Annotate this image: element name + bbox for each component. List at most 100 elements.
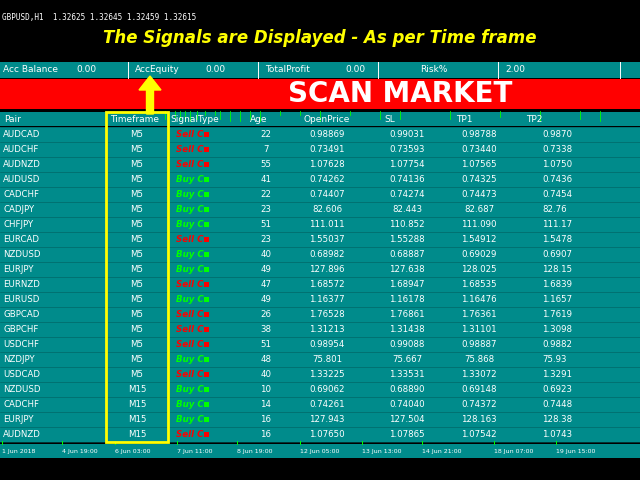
Text: M5: M5 <box>131 355 143 364</box>
Text: 1 Jun 2018: 1 Jun 2018 <box>2 448 35 454</box>
Text: 111.011: 111.011 <box>309 220 345 229</box>
Bar <box>0 444 640 458</box>
Text: 1.07565: 1.07565 <box>461 160 497 169</box>
Text: 0.9870: 0.9870 <box>542 130 572 139</box>
Text: Buy C: Buy C <box>176 355 204 364</box>
Text: NZDUSD: NZDUSD <box>3 250 40 259</box>
Text: GBPUSD,H1  1.32625 1.32645 1.32459 1.32615: GBPUSD,H1 1.32625 1.32645 1.32459 1.3261… <box>2 13 196 22</box>
Text: 0.68982: 0.68982 <box>309 250 345 259</box>
Text: 0.00: 0.00 <box>345 65 365 74</box>
Text: 1.16178: 1.16178 <box>389 295 425 304</box>
Bar <box>0 322 640 337</box>
Text: M5: M5 <box>131 340 143 349</box>
Text: 0.99088: 0.99088 <box>389 340 425 349</box>
Text: 38: 38 <box>260 325 271 334</box>
Text: 1.3291: 1.3291 <box>542 370 572 379</box>
Text: 1.0743: 1.0743 <box>542 430 572 439</box>
Text: AUDNZD: AUDNZD <box>3 430 41 439</box>
Text: 1.3098: 1.3098 <box>542 325 572 334</box>
Text: OpenPrice: OpenPrice <box>304 115 350 123</box>
Text: 1.76861: 1.76861 <box>389 310 425 319</box>
Text: 0.7436: 0.7436 <box>542 175 572 184</box>
Bar <box>204 282 209 287</box>
Text: 2.00: 2.00 <box>505 65 525 74</box>
Text: 41: 41 <box>260 175 271 184</box>
Text: Buy C: Buy C <box>176 385 204 394</box>
Bar <box>204 192 209 197</box>
Bar <box>204 342 209 347</box>
Text: 75.868: 75.868 <box>464 355 494 364</box>
Bar <box>0 367 640 382</box>
Text: 0.9882: 0.9882 <box>542 340 572 349</box>
Text: 1.07865: 1.07865 <box>389 430 425 439</box>
Text: EURJPY: EURJPY <box>3 415 33 424</box>
Bar <box>204 132 209 137</box>
Bar <box>204 147 209 152</box>
Text: 40: 40 <box>260 250 271 259</box>
Text: 48: 48 <box>260 355 271 364</box>
Text: 22: 22 <box>260 190 271 199</box>
Text: M15: M15 <box>128 385 147 394</box>
Text: Buy C: Buy C <box>176 265 204 274</box>
Text: 0.98887: 0.98887 <box>461 340 497 349</box>
Text: TotalProfit: TotalProfit <box>265 65 310 74</box>
Bar <box>204 402 209 407</box>
Text: 1.07754: 1.07754 <box>389 160 425 169</box>
Text: 6 Jun 03:00: 6 Jun 03:00 <box>115 448 150 454</box>
Text: 128.15: 128.15 <box>542 265 572 274</box>
Bar <box>0 217 640 232</box>
Text: 110.852: 110.852 <box>389 220 425 229</box>
Text: 1.54912: 1.54912 <box>461 235 497 244</box>
Text: M5: M5 <box>131 235 143 244</box>
Text: Sell C: Sell C <box>176 130 204 139</box>
Bar <box>204 387 209 392</box>
Text: USDCAD: USDCAD <box>3 370 40 379</box>
Text: CHFJPY: CHFJPY <box>3 220 33 229</box>
Text: Age: Age <box>250 115 268 123</box>
Text: Sell C: Sell C <box>176 145 204 154</box>
Text: 10: 10 <box>260 385 271 394</box>
Text: 16: 16 <box>260 415 271 424</box>
Text: CADCHF: CADCHF <box>3 190 39 199</box>
Bar <box>204 162 209 167</box>
Text: 1.33531: 1.33531 <box>389 370 425 379</box>
Text: GBPCHF: GBPCHF <box>3 325 38 334</box>
Text: GBPCAD: GBPCAD <box>3 310 40 319</box>
Bar <box>204 177 209 182</box>
Text: 23: 23 <box>260 235 271 244</box>
Text: 51: 51 <box>260 220 271 229</box>
Text: USDCHF: USDCHF <box>3 340 39 349</box>
Bar <box>204 432 209 437</box>
Text: M5: M5 <box>131 295 143 304</box>
Text: 0.98954: 0.98954 <box>309 340 345 349</box>
Text: M5: M5 <box>131 130 143 139</box>
Text: Buy C: Buy C <box>176 415 204 424</box>
Bar <box>0 352 640 367</box>
Text: Sell C: Sell C <box>176 325 204 334</box>
Bar <box>0 412 640 427</box>
Bar <box>204 417 209 422</box>
Text: 1.5478: 1.5478 <box>542 235 572 244</box>
Text: Sell C: Sell C <box>176 160 204 169</box>
Bar <box>204 207 209 212</box>
Bar <box>204 222 209 227</box>
Text: 127.943: 127.943 <box>309 415 345 424</box>
Text: Timeframe: Timeframe <box>110 115 159 123</box>
Text: 82.76: 82.76 <box>542 205 566 214</box>
Bar <box>204 357 209 362</box>
Text: 0.74407: 0.74407 <box>309 190 345 199</box>
Text: M5: M5 <box>131 145 143 154</box>
Text: M5: M5 <box>131 250 143 259</box>
Text: 0.74372: 0.74372 <box>461 400 497 409</box>
Text: EURJPY: EURJPY <box>3 265 33 274</box>
Text: 1.1657: 1.1657 <box>542 295 572 304</box>
Text: 0.69062: 0.69062 <box>309 385 345 394</box>
Text: 14 Jun 21:00: 14 Jun 21:00 <box>422 448 461 454</box>
Text: 1.31213: 1.31213 <box>309 325 345 334</box>
Text: Sell C: Sell C <box>176 370 204 379</box>
Text: 4 Jun 19:00: 4 Jun 19:00 <box>62 448 98 454</box>
Text: Sell C: Sell C <box>176 430 204 439</box>
Text: 128.163: 128.163 <box>461 415 497 424</box>
Text: 26: 26 <box>260 310 271 319</box>
Bar <box>0 202 640 217</box>
